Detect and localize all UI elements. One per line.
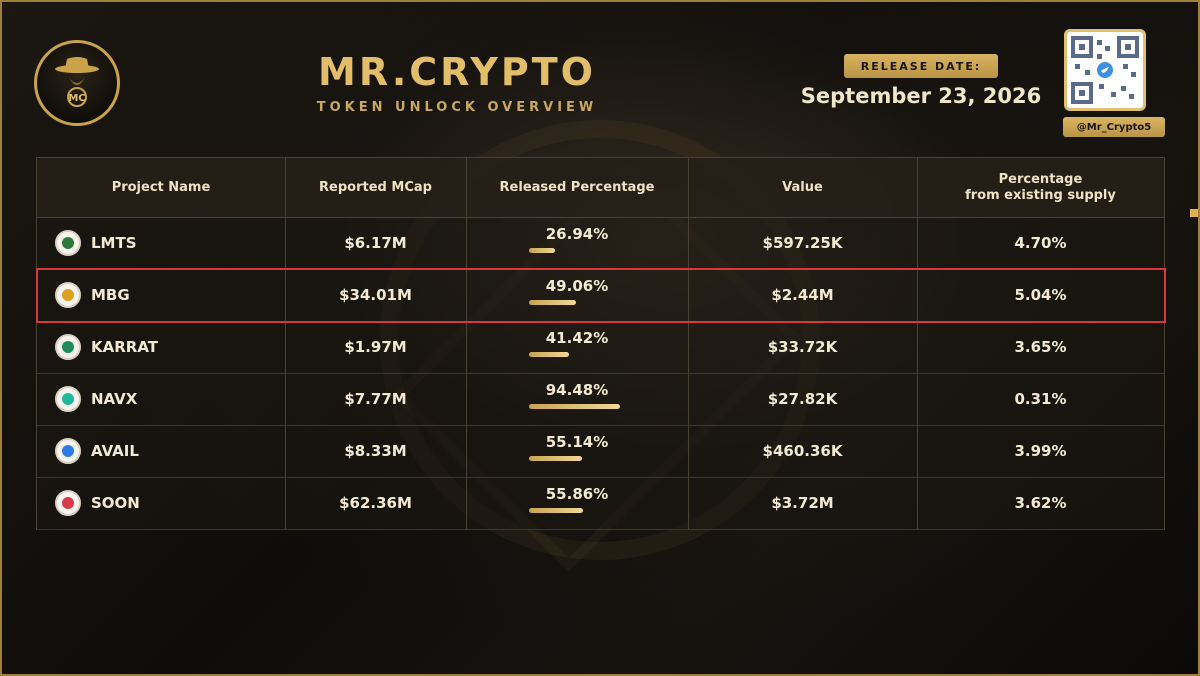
released-percentage: 26.94% (545, 225, 609, 243)
col-released-percentage: Released Percentage (499, 179, 655, 195)
release-date: September 23, 2026 (800, 84, 1042, 108)
supply-cell: 3.99% (1014, 442, 1067, 460)
lmts-icon (55, 230, 81, 256)
supply-cell: 5.04% (1014, 286, 1067, 304)
project-name: AVAIL (91, 442, 139, 460)
project-name: LMTS (91, 234, 137, 252)
table-row: AVAIL $8.33M 55.14% $460.36K 3.99% (37, 425, 1164, 478)
value-cell: $3.72M (771, 494, 834, 512)
table-row: NAVX $7.77M 94.48% $27.82K 0.31% (37, 373, 1164, 426)
page-title: MR.CRYPTO (318, 50, 596, 94)
col-divider (688, 158, 689, 529)
unlock-table: Project Name Reported MCap Released Perc… (36, 157, 1165, 530)
progress-fill (529, 248, 555, 253)
value-cell: $460.36K (762, 442, 843, 460)
mcap-cell: $8.33M (344, 442, 407, 460)
mr-crypto-logo: MC (34, 40, 120, 126)
mcap-cell: $1.97M (344, 338, 407, 356)
detective-icon: MC (55, 57, 99, 107)
supply-cell: 4.70% (1014, 234, 1067, 252)
col-divider (466, 158, 467, 529)
supply-cell: 3.62% (1014, 494, 1067, 512)
project-cell: AVAIL (37, 425, 285, 477)
progress-bar (529, 508, 625, 513)
table-row: LMTS $6.17M 26.94% $597.25K 4.70% (37, 217, 1164, 270)
progress-fill (529, 456, 582, 461)
soon-icon (55, 490, 81, 516)
col-value: Value (782, 179, 823, 195)
released-cell: 55.14% (466, 425, 688, 477)
progress-bar (529, 404, 625, 409)
supply-cell: 3.65% (1014, 338, 1067, 356)
progress-fill (529, 352, 569, 357)
progress-bar (529, 300, 625, 305)
mcap-cell: $62.36M (339, 494, 412, 512)
progress-bar (529, 248, 625, 253)
svg-text:MC: MC (68, 93, 85, 104)
col-divider (285, 158, 286, 529)
gold-marker (1190, 209, 1198, 217)
progress-fill (529, 300, 577, 305)
project-cell: LMTS (37, 217, 285, 269)
progress-bar (529, 456, 625, 461)
mbg-icon (55, 282, 81, 308)
project-name: KARRAT (91, 338, 159, 356)
progress-bar (529, 352, 625, 357)
col-supply-percentage: Percentage from existing supply (965, 171, 1116, 203)
value-cell: $2.44M (771, 286, 834, 304)
mcap-cell: $7.77M (344, 390, 407, 408)
table-row: KARRAT $1.97M 41.42% $33.72K 3.65% (37, 321, 1164, 374)
project-name: NAVX (91, 390, 138, 408)
supply-cell: 0.31% (1014, 390, 1067, 408)
table-row: MBG $34.01M 49.06% $2.44M 5.04% (37, 269, 1164, 322)
col-project-name: Project Name (111, 179, 211, 195)
released-cell: 49.06% (466, 269, 688, 321)
page-subtitle: TOKEN UNLOCK OVERVIEW (316, 100, 598, 115)
released-percentage: 94.48% (545, 381, 609, 399)
release-date-badge: RELEASE DATE: (844, 54, 998, 78)
table-header: Project Name Reported MCap Released Perc… (37, 158, 1164, 218)
progress-fill (529, 404, 620, 409)
navx-icon (55, 386, 81, 412)
project-cell: KARRAT (37, 321, 285, 373)
mcap-cell: $6.17M (344, 234, 407, 252)
social-handle[interactable]: @Mr_Crypto5 (1063, 117, 1165, 137)
value-cell: $597.25K (762, 234, 843, 252)
project-name: SOON (91, 494, 140, 512)
released-percentage: 49.06% (545, 277, 609, 295)
project-name: MBG (91, 286, 130, 304)
karrat-icon (55, 334, 81, 360)
released-percentage: 41.42% (545, 329, 609, 347)
mcap-cell: $34.01M (339, 286, 412, 304)
released-cell: 55.86% (466, 477, 688, 529)
progress-fill (529, 508, 583, 513)
avail-icon (55, 438, 81, 464)
col-reported-mcap: Reported MCap (319, 179, 432, 195)
project-cell: SOON (37, 477, 285, 529)
table-row: SOON $62.36M 55.86% $3.72M 3.62% (37, 477, 1164, 530)
col-divider (917, 158, 918, 529)
project-cell: MBG (37, 269, 285, 321)
project-cell: NAVX (37, 373, 285, 425)
released-cell: 94.48% (466, 373, 688, 425)
released-cell: 41.42% (466, 321, 688, 373)
value-cell: $27.82K (767, 390, 838, 408)
released-cell: 26.94% (466, 217, 688, 269)
released-percentage: 55.14% (545, 433, 609, 451)
value-cell: $33.72K (767, 338, 838, 356)
released-percentage: 55.86% (545, 485, 609, 503)
qr-code-icon (1064, 29, 1146, 111)
